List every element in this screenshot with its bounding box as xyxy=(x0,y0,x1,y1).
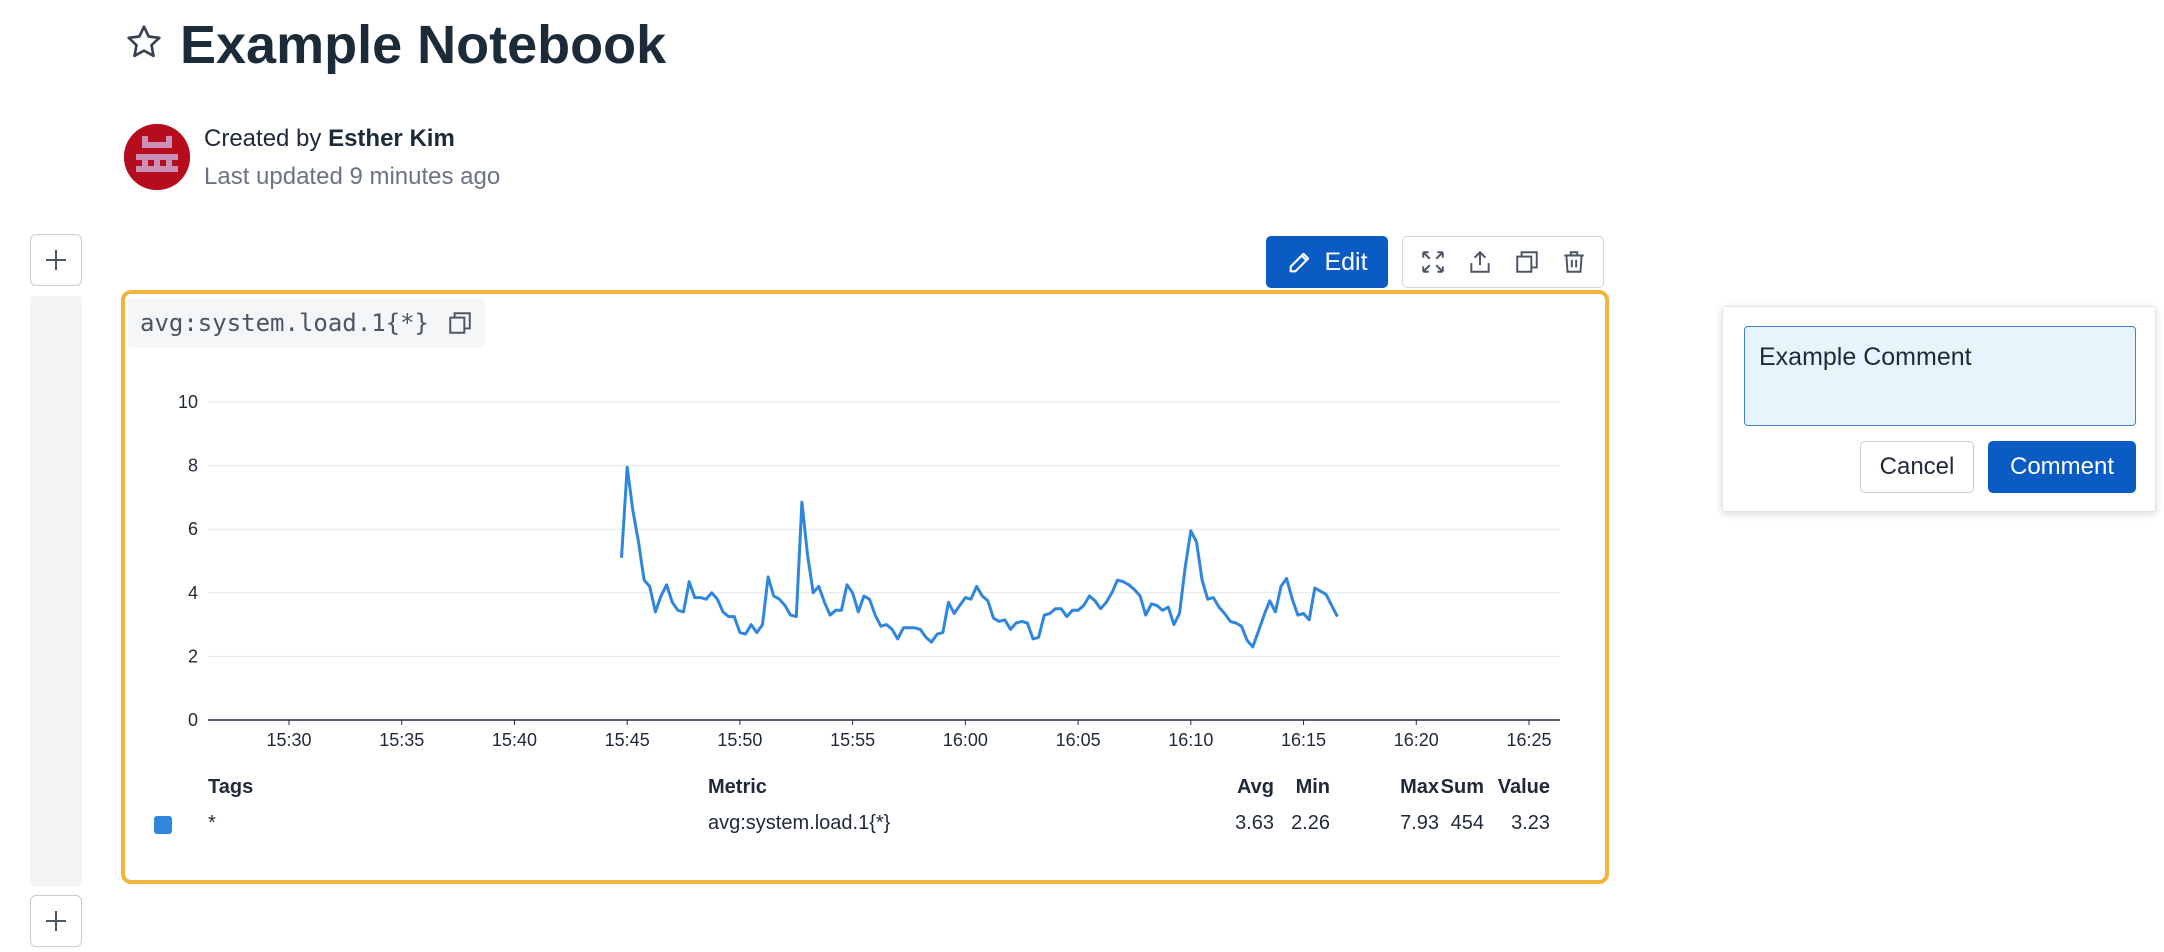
legend-value: 3.23 xyxy=(1511,812,1550,834)
cancel-button[interactable]: Cancel xyxy=(1860,441,1974,493)
legend-header-row: Tags Metric Avg Min Max Sum Value xyxy=(150,772,1560,808)
author-name[interactable]: Esther Kim xyxy=(328,125,455,152)
clone-icon xyxy=(1515,251,1538,273)
legend-header-metric[interactable]: Metric xyxy=(708,776,767,798)
expand-icon xyxy=(1421,251,1444,273)
legend-sum: 454 xyxy=(1450,812,1484,834)
cell-actions-toolbar xyxy=(1402,236,1604,288)
y-tick-label: 4 xyxy=(188,583,198,603)
legend-row[interactable]: * avg:system.load.1{*} 3.63 2.26 7.93 45… xyxy=(150,808,1560,844)
notebook-cell[interactable] xyxy=(121,290,1609,884)
x-tick-label: 16:05 xyxy=(1056,730,1101,750)
legend-tag: * xyxy=(208,812,216,834)
legend-min: 2.26 xyxy=(1291,812,1330,834)
y-tick-label: 2 xyxy=(188,646,198,666)
legend-color-swatch xyxy=(154,816,172,834)
clone-button[interactable] xyxy=(1507,242,1547,282)
legend-header-sum[interactable]: Sum xyxy=(1440,776,1484,798)
export-icon xyxy=(1469,250,1490,273)
trash-icon xyxy=(1563,251,1584,273)
y-tick-label: 8 xyxy=(188,456,198,476)
created-by-line: Created by Esther Kim xyxy=(204,124,455,154)
legend-header-value[interactable]: Value xyxy=(1497,776,1550,798)
query-text: avg:system.load.1{*} xyxy=(140,309,429,337)
x-tick-label: 16:15 xyxy=(1281,730,1326,750)
cell-drag-handle[interactable] xyxy=(30,296,82,886)
x-tick-label: 15:40 xyxy=(492,730,537,750)
edit-button[interactable]: Edit xyxy=(1266,236,1388,288)
comment-submit-button[interactable]: Comment xyxy=(1988,441,2136,493)
last-updated: Last updated 9 minutes ago xyxy=(204,163,501,190)
page-title: Example Notebook xyxy=(180,15,667,75)
add-cell-above-button[interactable] xyxy=(30,234,82,286)
comment-input[interactable] xyxy=(1744,326,2136,426)
delete-button[interactable] xyxy=(1554,242,1594,282)
copy-icon[interactable] xyxy=(447,310,473,336)
avatar[interactable] xyxy=(124,124,190,190)
plus-icon xyxy=(46,250,66,270)
legend-header-avg[interactable]: Avg xyxy=(1236,776,1274,798)
x-tick-label: 16:00 xyxy=(943,730,988,750)
y-tick-label: 6 xyxy=(188,519,198,539)
star-outline-icon xyxy=(127,25,161,58)
x-tick-label: 16:20 xyxy=(1394,730,1439,750)
timeseries-chart[interactable]: 0 2 4 6 8 10 15:30 15:35 15:40 15:45 15:50 15:55 16:… xyxy=(150,380,1570,760)
legend-avg: 3.63 xyxy=(1235,812,1274,834)
add-cell-below-button[interactable] xyxy=(30,895,82,947)
plus-icon xyxy=(46,911,66,931)
legend-header-max[interactable]: Max xyxy=(1400,776,1439,798)
pencil-icon xyxy=(1290,252,1310,273)
x-tick-label: 15:35 xyxy=(379,730,424,750)
x-tick-label: 15:45 xyxy=(605,730,650,750)
expand-button[interactable] xyxy=(1413,242,1453,282)
favorite-star-button[interactable] xyxy=(124,22,164,66)
query-tag: avg:system.load.1{*} xyxy=(128,298,485,348)
export-button[interactable] xyxy=(1460,242,1500,282)
x-tick-label: 15:30 xyxy=(266,730,311,750)
x-tick-label: 15:55 xyxy=(830,730,875,750)
y-tick-label: 10 xyxy=(178,392,198,412)
created-by-prefix: Created by xyxy=(204,125,322,152)
legend-table: Tags Metric Avg Min Max Sum Value * avg:… xyxy=(150,772,1560,844)
legend-metric: avg:system.load.1{*} xyxy=(708,812,891,834)
y-tick-label: 0 xyxy=(188,710,198,730)
legend-max: 7.93 xyxy=(1400,812,1439,834)
edit-label: Edit xyxy=(1324,247,1368,276)
x-tick-label: 16:25 xyxy=(1506,730,1551,750)
legend-header-min[interactable]: Min xyxy=(1295,776,1330,798)
x-tick-label: 15:50 xyxy=(717,730,762,750)
avatar-pixel-icon xyxy=(124,124,190,190)
x-tick-label: 16:10 xyxy=(1168,730,1213,750)
legend-header-tags[interactable]: Tags xyxy=(208,776,254,798)
series-line xyxy=(620,465,1339,649)
